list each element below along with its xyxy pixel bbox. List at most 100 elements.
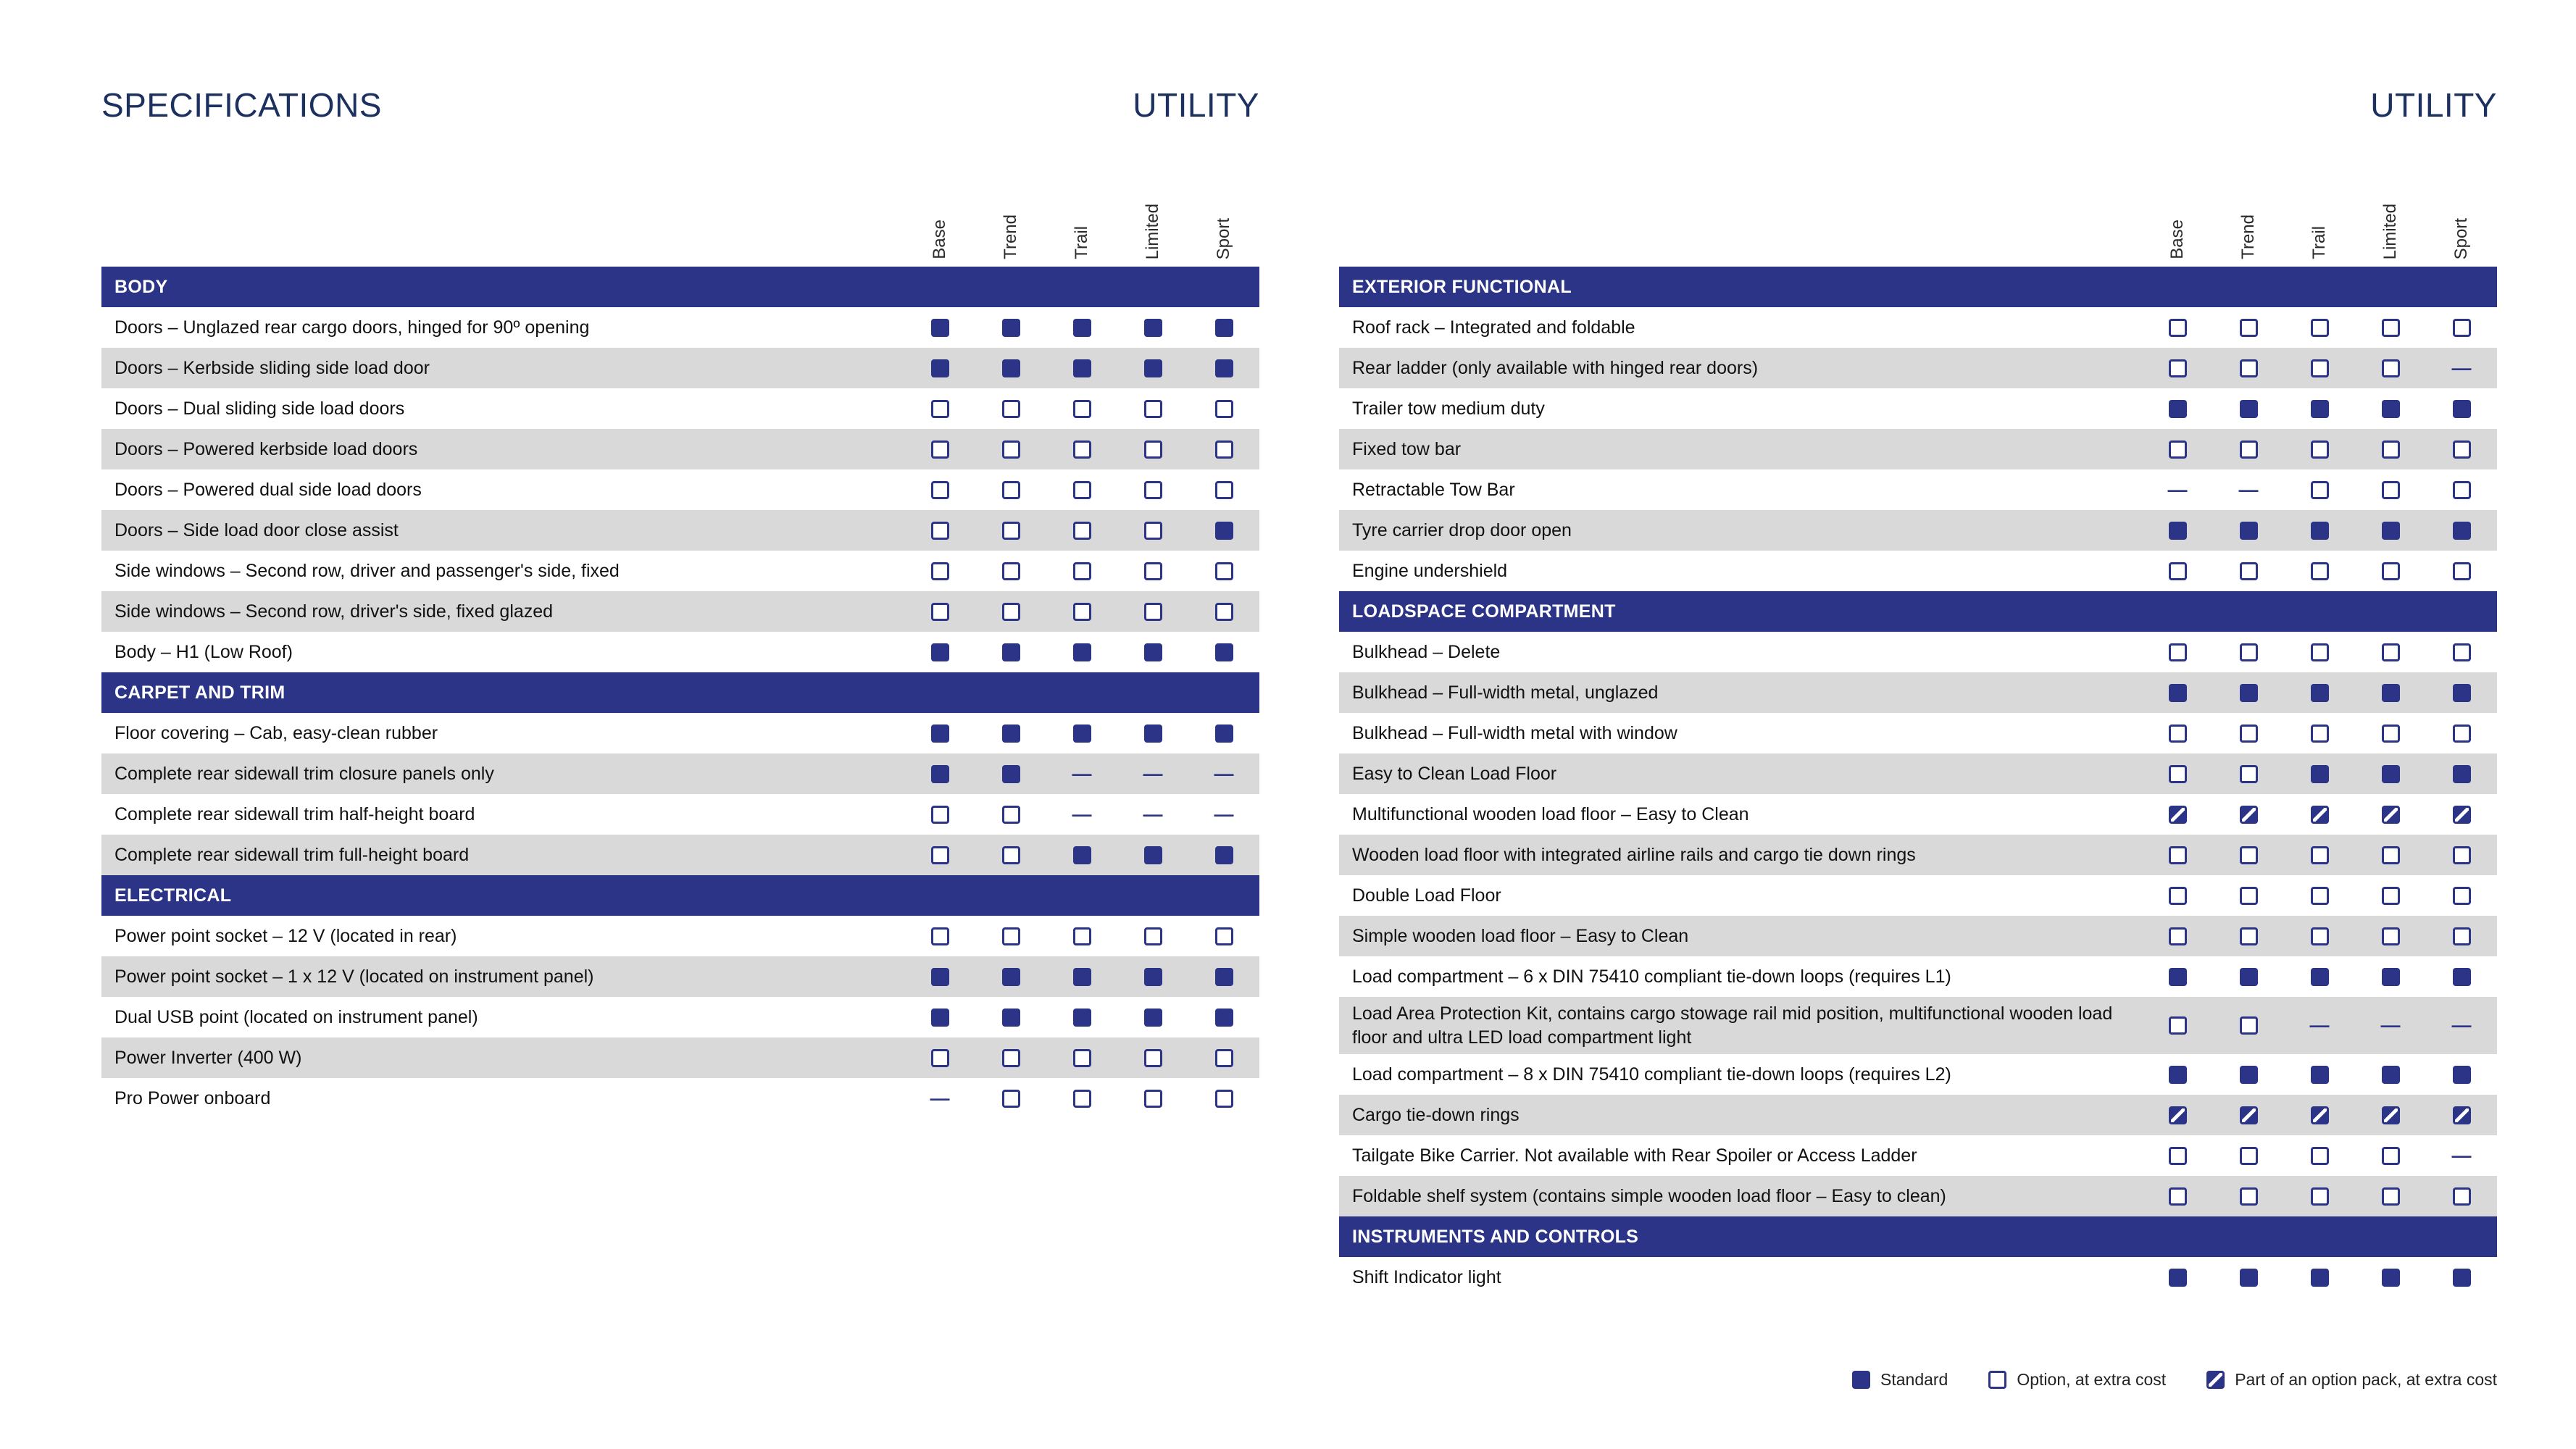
availability-cell: [904, 753, 975, 794]
option-mark-icon: [1072, 480, 1091, 499]
option-mark-icon: [2168, 1016, 2187, 1035]
option-mark-icon: [2239, 845, 2258, 864]
standard-mark-icon: [2168, 399, 2187, 418]
option-mark-icon: [2452, 886, 2471, 905]
availability-cell: [2213, 388, 2284, 429]
availability-cell: [2213, 632, 2284, 672]
availability-cell: [2355, 388, 2426, 429]
standard-mark-icon: [1214, 1008, 1233, 1027]
availability-cell: [1117, 632, 1188, 672]
option-mark-icon: [2381, 359, 2400, 377]
left-page: SPECIFICATIONS UTILITY Base Trend Trail Lim…: [101, 85, 1259, 1119]
availability-cell: —: [1188, 794, 1259, 835]
table-row: Simple wooden load floor – Easy to Clean: [1339, 916, 2497, 956]
availability-cell: [1117, 510, 1188, 551]
feature-label: Retractable Tow Bar: [1352, 479, 1515, 500]
feature-label: Shift Indicator light: [1352, 1266, 1501, 1287]
option-mark-icon: [1143, 1048, 1162, 1067]
column-header-trend: Trend: [2213, 214, 2284, 259]
availability-cell: [2213, 348, 2284, 388]
spec-table-left: BODY Doors – Unglazed rear cargo doors, h…: [101, 267, 1259, 1119]
availability-cell: [2426, 916, 2497, 956]
feature-label: Power point socket – 1 x 12 V (located o…: [114, 966, 594, 987]
standard-mark-icon: [2239, 683, 2258, 702]
feature-label: Cargo tie-down rings: [1352, 1104, 1520, 1125]
availability-cell: [2355, 307, 2426, 348]
availability-cell: —: [1046, 794, 1117, 835]
availability-cell: [2355, 875, 2426, 916]
option-mark-icon: [2239, 1146, 2258, 1165]
availability-cell: [975, 916, 1046, 956]
availability-cell: [904, 997, 975, 1037]
standard-mark-icon: [930, 1008, 949, 1027]
availability-cell: [904, 916, 975, 956]
availability-cell: [904, 591, 975, 632]
availability-cell: [2426, 510, 2497, 551]
section-header: LOADSPACE COMPARTMENT: [1339, 591, 2497, 632]
standard-mark-icon: [2239, 967, 2258, 986]
standard-mark-icon: [2239, 1268, 2258, 1287]
option-mark-icon: [2381, 1187, 2400, 1206]
feature-label: Complete rear sidewall trim closure pane…: [114, 763, 494, 784]
option-mark-icon: [2310, 1187, 2329, 1206]
option-mark-icon: [2168, 764, 2187, 783]
availability-cell: [975, 997, 1046, 1037]
availability-cell: [2355, 632, 2426, 672]
availability-cell: [1188, 388, 1259, 429]
not-available-dash: —: [1143, 803, 1163, 825]
availability-cell: [2355, 1257, 2426, 1298]
column-header-label: Sport: [1214, 217, 1233, 259]
option-mark-icon: [2452, 318, 2471, 337]
legend-item: Part of an option pack, at extra cost: [2206, 1370, 2497, 1390]
option-mark-icon: [2239, 1187, 2258, 1206]
option-mark-icon: [1072, 440, 1091, 459]
column-header-trail: Trail: [1046, 226, 1117, 259]
standard-mark-icon: [930, 318, 949, 337]
standard-mark-icon: [2310, 967, 2329, 986]
table-row: Complete rear sidewall trim closure pane…: [101, 753, 1259, 794]
availability-cell: [1046, 469, 1117, 510]
availability-cell: [904, 469, 975, 510]
availability-cell: [2355, 348, 2426, 388]
availability-cell: [1117, 916, 1188, 956]
availability-cell: [2426, 429, 2497, 469]
not-available-dash: —: [1072, 803, 1092, 825]
column-header-label: Base: [2167, 220, 2187, 259]
availability-cell: [2355, 713, 2426, 753]
availability-cell: [1188, 713, 1259, 753]
availability-cell: [1046, 429, 1117, 469]
availability-cell: [975, 388, 1046, 429]
standard-mark-icon: [2168, 1268, 2187, 1287]
table-row: Trailer tow medium duty: [1339, 388, 2497, 429]
option-mark-icon: [1072, 561, 1091, 580]
availability-cell: [2426, 753, 2497, 794]
table-row: Pro Power onboard —: [101, 1078, 1259, 1119]
table-row: Tyre carrier drop door open: [1339, 510, 2497, 551]
option-mark-icon: [1072, 1048, 1091, 1067]
availability-cell: [904, 632, 975, 672]
section-header: ELECTRICAL: [101, 875, 1259, 916]
option-mark-icon: [2452, 724, 2471, 743]
option-mark-icon: [1214, 561, 1233, 580]
table-row: Body – H1 (Low Roof): [101, 632, 1259, 672]
standard-mark-icon: [1214, 724, 1233, 743]
availability-cell: [2284, 469, 2355, 510]
table-row: Floor covering – Cab, easy-clean rubber: [101, 713, 1259, 753]
standard-mark-icon: [2310, 1268, 2329, 1287]
option-mark-icon: [2381, 1146, 2400, 1165]
table-row: Doors – Powered kerbside load doors: [101, 429, 1259, 469]
availability-cell: [2284, 794, 2355, 835]
standard-mark-icon: [1001, 318, 1020, 337]
option-mark-icon: [2381, 440, 2400, 459]
option-mark-icon: [1001, 805, 1020, 824]
standard-mark-icon: [2310, 764, 2329, 783]
availability-cell: [2142, 388, 2213, 429]
availability-cell: [2284, 875, 2355, 916]
option-mark-icon: [2168, 359, 2187, 377]
availability-cell: [2426, 794, 2497, 835]
column-header-sport: Sport: [1188, 218, 1259, 259]
column-header-trend: Trend: [975, 214, 1046, 259]
column-header-label: Limited: [2380, 203, 2400, 259]
availability-cell: —: [2426, 348, 2497, 388]
availability-cell: [975, 591, 1046, 632]
